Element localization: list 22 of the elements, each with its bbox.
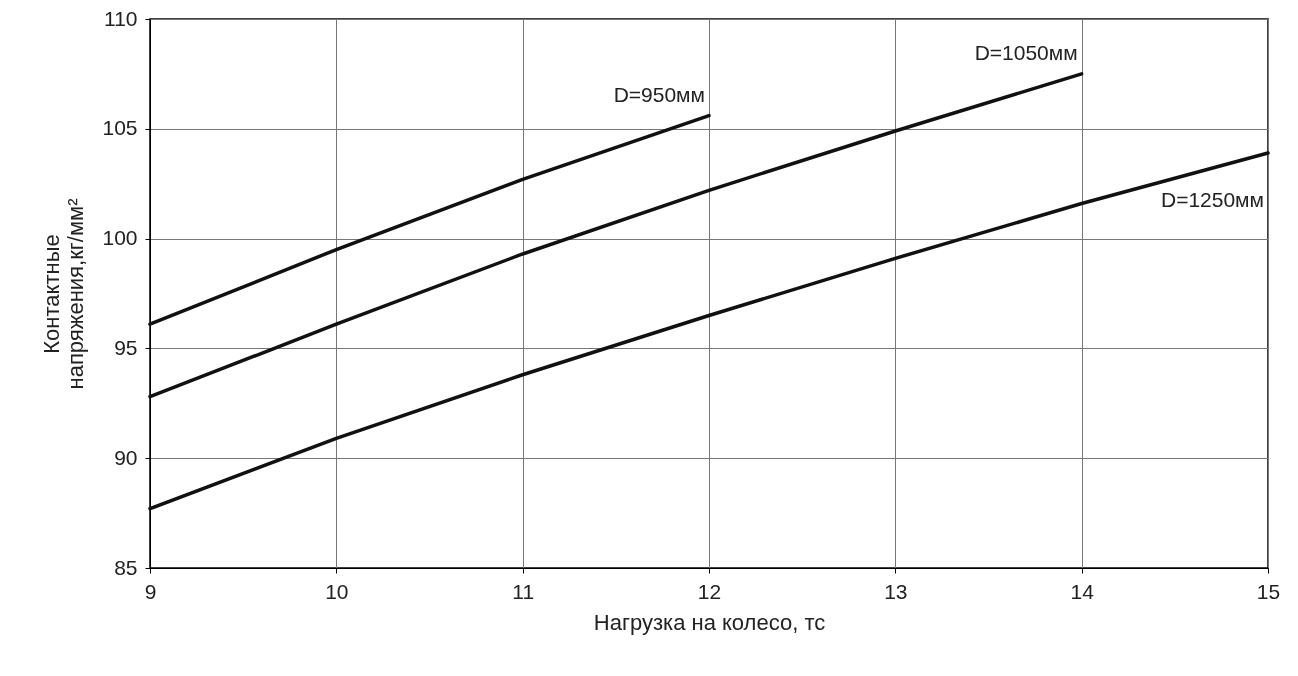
line-series bbox=[148, 72, 1084, 399]
series-label: D=1050мм bbox=[974, 40, 1078, 64]
x-tick-label: 14 bbox=[1070, 579, 1095, 603]
series-label: D=950мм bbox=[613, 82, 705, 106]
x-tick-label: 10 bbox=[325, 579, 349, 603]
x-tick-label: 12 bbox=[697, 579, 722, 603]
y-tick-label: 85 bbox=[114, 555, 138, 579]
text: Контактные bbox=[39, 234, 65, 354]
x-tick-label: 15 bbox=[1256, 579, 1281, 603]
series-label: D=1250мм bbox=[1160, 187, 1264, 211]
x-tick-label: 11 bbox=[512, 579, 535, 603]
x-axis-title: Нагрузка на колесо, тс bbox=[593, 609, 826, 635]
y-tick-label: 100 bbox=[102, 226, 138, 250]
y-tick-label: 90 bbox=[114, 445, 138, 469]
x-tick-label: 9 bbox=[144, 579, 157, 603]
text: напряжения,кг/мм² bbox=[63, 198, 89, 390]
y-tick-label: 105 bbox=[102, 116, 138, 140]
y-tick-label: 95 bbox=[114, 335, 138, 359]
line-series bbox=[148, 113, 711, 326]
x-tick-label: 13 bbox=[884, 579, 908, 603]
line-series bbox=[148, 151, 1270, 511]
y-tick-label: 110 bbox=[104, 6, 138, 30]
